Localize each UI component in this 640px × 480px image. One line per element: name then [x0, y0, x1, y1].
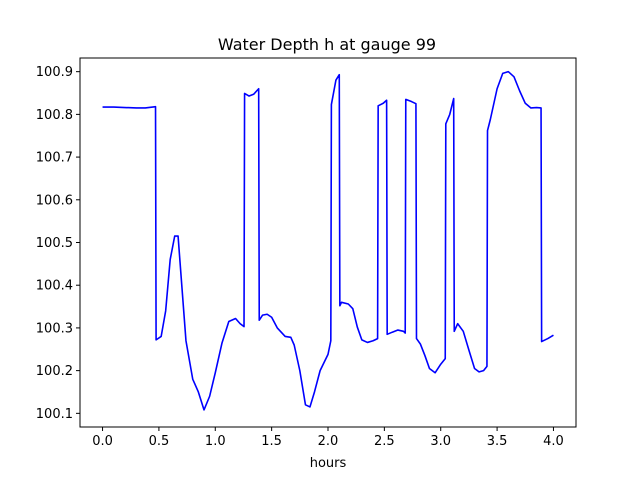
y-tick-label: 100.3 [36, 321, 73, 336]
x-tick-label: 0.0 [92, 434, 113, 449]
x-tick-label: 1.0 [205, 434, 226, 449]
y-tick-label: 100.1 [36, 407, 73, 422]
x-tick-label: 3.0 [430, 434, 451, 449]
y-tick-label: 100.9 [36, 65, 73, 80]
x-tick-label: 3.5 [487, 434, 508, 449]
line-layer [102, 70, 554, 411]
y-tick-label: 100.4 [36, 279, 73, 294]
y-tick-label: 100.2 [36, 364, 73, 379]
x-tick-label: 2.5 [374, 434, 395, 449]
axes-frame [79, 57, 577, 428]
x-tick-label: 4.0 [543, 434, 564, 449]
series-line-0 [102, 70, 554, 411]
y-tick-label: 100.6 [36, 193, 73, 208]
y-tick-label: 100.5 [36, 236, 73, 251]
y-tick-label: 100.7 [36, 151, 73, 166]
x-axis-ticks: 0.0 0.5 1.0 1.5 2.0 2.5 3.0 3.5 4.0 [92, 427, 564, 449]
y-tick-label: 100.8 [36, 108, 73, 123]
x-tick-label: 2.0 [318, 434, 339, 449]
chart-title: Water Depth h at gauge 99 [218, 35, 436, 54]
y-axis-ticks: 100.1 100.2 100.3 100.4 100.5 100.6 100.7 100.8… [36, 65, 80, 422]
x-tick-label: 1.5 [261, 434, 282, 449]
x-tick-label: 0.5 [149, 434, 170, 449]
x-axis-label: hours [310, 456, 347, 471]
